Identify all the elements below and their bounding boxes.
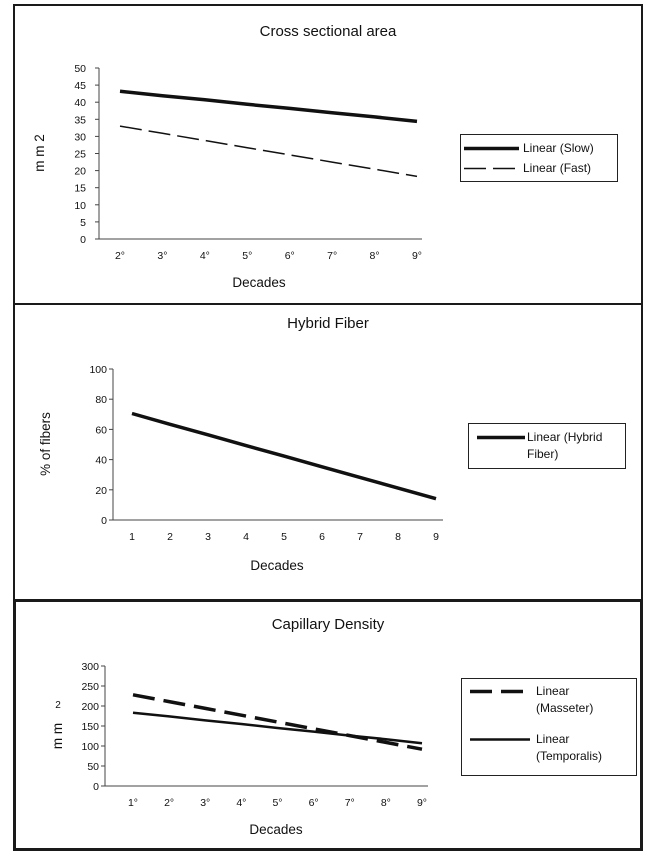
x-tick-label: 3 xyxy=(205,531,211,543)
x-tick-label: 2° xyxy=(115,250,125,262)
legend-item-fast: Linear (Fast) xyxy=(461,160,617,177)
legend-label: Linear (Fast) xyxy=(523,161,592,175)
y-tick-label: 5 xyxy=(80,217,86,229)
x-tick-label: 5° xyxy=(272,797,282,809)
chart-legend: Linear (Hybrid Fiber) xyxy=(468,423,626,469)
y-tick-label: 100 xyxy=(89,364,107,376)
y-tick-label: 200 xyxy=(81,701,99,713)
legend-item-slow: Linear (Slow) xyxy=(461,140,617,157)
y-tick-label: 25 xyxy=(74,149,86,161)
y-tick-label: 60 xyxy=(95,424,107,436)
y-tick-label: 15 xyxy=(74,183,86,195)
x-tick-label: 4° xyxy=(236,797,246,809)
x-tick-label: 9 xyxy=(433,531,439,543)
x-tick-label: 8 xyxy=(395,531,401,543)
x-axis-title: Decades xyxy=(249,822,303,837)
y-tick-label: 40 xyxy=(95,455,107,467)
x-tick-label: 7 xyxy=(357,531,363,543)
series-line-2 xyxy=(132,711,423,745)
legend-item-temporalis: Linear (Temporalis) xyxy=(462,731,636,767)
chart-title: Hybrid Fiber xyxy=(287,315,369,332)
chart-title: Cross sectional area xyxy=(259,23,397,40)
y-tick-label: 100 xyxy=(81,741,99,753)
chart-legend: Linear (Slow) Linear (Fast) xyxy=(460,134,618,182)
x-tick-label: 6 xyxy=(319,531,325,543)
x-tick-label: 9° xyxy=(412,250,422,262)
series-line-2 xyxy=(119,125,418,178)
y-tick-label: 30 xyxy=(74,131,86,143)
y-tick-label: 20 xyxy=(74,166,86,178)
y-tick-label: 0 xyxy=(80,234,86,246)
legend-label: Linear (Masseter) xyxy=(536,684,594,715)
x-tick-label: 3° xyxy=(200,797,210,809)
series-line-1 xyxy=(132,693,423,751)
legend-swatch-hybrid xyxy=(477,435,525,440)
x-tick-label: 2° xyxy=(164,797,174,809)
series-line-1 xyxy=(119,89,418,124)
x-tick-label: 3° xyxy=(157,250,167,262)
chart-title: Capillary Density xyxy=(271,616,385,633)
x-axis-title: Decades xyxy=(232,275,286,290)
y-axis-title: m m xyxy=(50,723,65,749)
x-tick-label: 7° xyxy=(345,797,355,809)
x-tick-label: 5 xyxy=(281,531,287,543)
x-tick-label: 8° xyxy=(370,250,380,262)
y-axis-title: % of fibers xyxy=(38,412,53,476)
x-axis-title: Decades xyxy=(250,558,304,573)
x-tick-label: 8° xyxy=(381,797,391,809)
chart-panel-cross-sectional-area: Cross sectional area Linear (Slow) Linea… xyxy=(13,4,643,305)
y-tick-label: 10 xyxy=(74,200,86,212)
x-tick-label: 4° xyxy=(200,250,210,262)
y-tick-label: 50 xyxy=(87,761,99,773)
x-tick-label: 4 xyxy=(243,531,249,543)
x-tick-label: 5° xyxy=(242,250,252,262)
legend-item-masseter: Linear (Masseter) xyxy=(462,683,636,719)
y-tick-label: 0 xyxy=(93,781,99,793)
y-tick-label: 20 xyxy=(95,485,107,497)
x-tick-label: 1 xyxy=(129,531,135,543)
x-tick-label: 9° xyxy=(417,797,427,809)
x-tick-label: 7° xyxy=(327,250,337,262)
y-tick-label: 35 xyxy=(74,114,86,126)
y-tick-label: 250 xyxy=(81,681,99,693)
y-tick-label: 50 xyxy=(74,63,86,75)
y-tick-label: 45 xyxy=(74,80,86,92)
y-tick-label: 150 xyxy=(81,721,99,733)
legend-swatch-slow xyxy=(464,146,519,151)
legend-label: Linear (Hybrid Fiber) xyxy=(527,430,603,461)
y-axis-title: m m 2 xyxy=(32,134,47,172)
y-tick-label: 80 xyxy=(95,394,107,406)
series-line-1 xyxy=(131,411,437,501)
legend-label: Linear (Temporalis) xyxy=(536,732,603,763)
x-tick-label: 6° xyxy=(309,797,319,809)
legend-swatch-temporalis xyxy=(470,738,530,741)
y-tick-label: 40 xyxy=(74,97,86,109)
chart-panel-hybrid-fiber: Hybrid Fiber Linear (Hybrid Fiber) xyxy=(13,303,643,601)
y-tick-label: 300 xyxy=(81,661,99,673)
chart-legend: Linear (Masseter) Linear (Temporalis) xyxy=(461,678,637,776)
legend-swatch-masseter xyxy=(470,689,530,694)
legend-item-hybrid: Linear (Hybrid Fiber) xyxy=(469,429,625,465)
legend-label: Linear (Slow) xyxy=(523,141,594,155)
y-axis-title-superscript: 2 xyxy=(55,700,61,711)
x-tick-label: 2 xyxy=(167,531,173,543)
y-tick-label: 0 xyxy=(101,515,107,527)
x-tick-label: 1° xyxy=(128,797,138,809)
legend-swatch-fast xyxy=(464,167,519,170)
x-tick-label: 6° xyxy=(285,250,295,262)
